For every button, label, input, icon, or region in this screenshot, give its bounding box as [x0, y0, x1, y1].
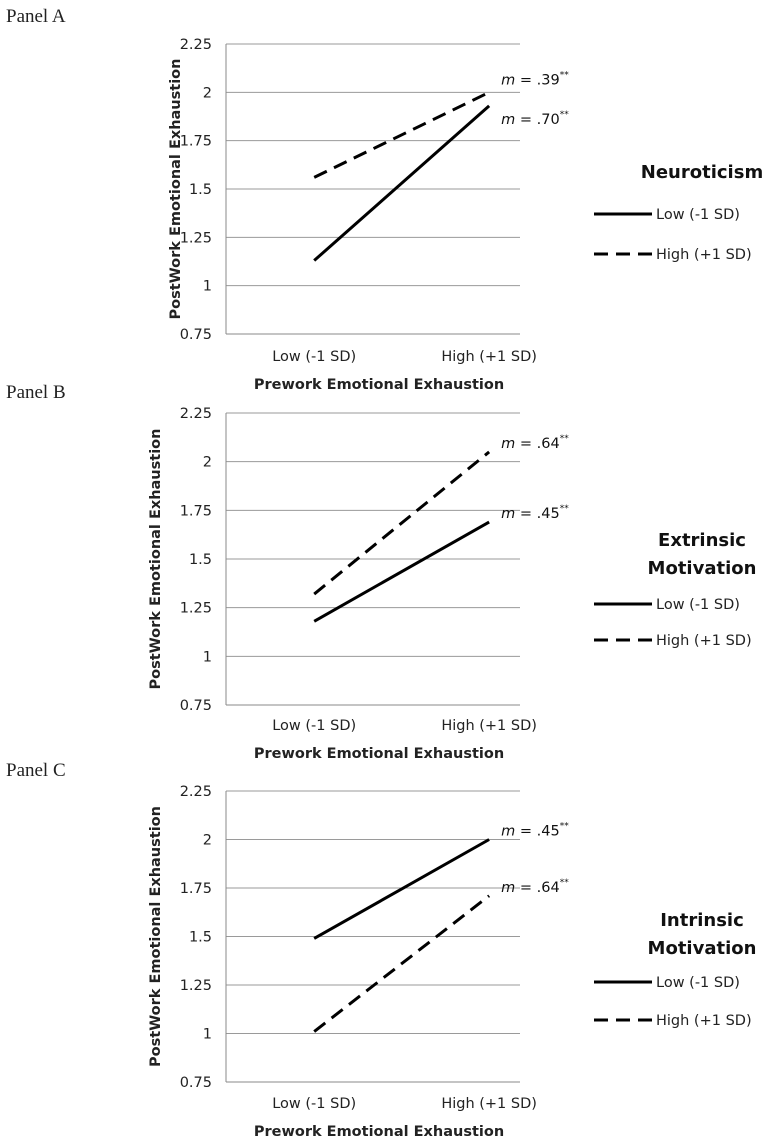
y-tick-label: 2 [203, 85, 212, 101]
legend-label: Low (-1 SD) [656, 597, 740, 613]
y-tick-label: 0.75 [180, 698, 212, 714]
legend-label: Low (-1 SD) [656, 975, 740, 991]
legend-label: High (+1 SD) [656, 1013, 752, 1029]
y-tick-label: 2.25 [180, 784, 212, 800]
y-tick-label: 1.75 [180, 134, 212, 150]
y-tick-label: 1.75 [180, 503, 212, 519]
x-tick-label: High (+1 SD) [441, 718, 537, 734]
series-line-low [313, 520, 490, 623]
y-tick-label: 2.25 [180, 406, 212, 422]
legend-title: Intrinsic Motivation [648, 910, 757, 959]
panel-label: Panel A [6, 6, 66, 27]
legend-title: Neuroticism [641, 162, 763, 183]
panel-label: Panel C [6, 760, 66, 781]
slope-annotation: m = .64** [501, 434, 569, 452]
y-axis-title: PostWork Emotional Exhaustion [168, 59, 184, 320]
y-tick-label: 1.5 [189, 930, 212, 946]
x-axis-title: Prework Emotional Exhaustion [254, 377, 504, 393]
legend-label: High (+1 SD) [656, 633, 752, 649]
x-axis-title: Prework Emotional Exhaustion [254, 1124, 504, 1140]
y-tick-label: 2 [203, 455, 212, 471]
y-tick-label: 1.25 [180, 601, 212, 617]
legend-label: High (+1 SD) [656, 247, 752, 263]
slope-annotation: m = .39** [501, 70, 569, 88]
chart-panel-b: Panel B 2.25 2 1.75 1.5 1.25 1 0.75 Low (-1 SD) H… [6, 382, 756, 762]
series-line-high [313, 90, 490, 179]
y-axis-title: PostWork Emotional Exhaustion [148, 429, 164, 690]
slope-annotation: m = .45** [501, 822, 569, 840]
y-tick-label: 0.75 [180, 327, 212, 343]
legend-title: Extrinsic Motivation [648, 530, 757, 579]
chart-panel-a: Panel A 2.25 2 1.75 1.5 1.25 1 0.75 Low (-1 SD) H… [6, 6, 763, 393]
slope-annotation: m = .70** [501, 110, 569, 128]
x-tick-label: Low (-1 SD) [272, 349, 356, 365]
x-tick-label: High (+1 SD) [441, 349, 537, 365]
panel-label: Panel B [6, 382, 66, 403]
y-tick-label: 1 [203, 279, 212, 295]
series-line-high [313, 894, 491, 1033]
series-line-low [313, 838, 490, 940]
y-tick-label: 1 [203, 649, 212, 665]
x-tick-label: High (+1 SD) [441, 1096, 537, 1112]
y-tick-label: 1.25 [180, 230, 212, 246]
y-axis-title: PostWork Emotional Exhaustion [148, 806, 164, 1067]
x-axis-title: Prework Emotional Exhaustion [254, 746, 504, 762]
y-tick-label: 2 [203, 833, 212, 849]
legend-label: Low (-1 SD) [656, 207, 740, 223]
x-tick-label: Low (-1 SD) [272, 1096, 356, 1112]
y-tick-label: 1.75 [180, 881, 212, 897]
chart-panel-c: Panel C 2.25 2 1.75 1.5 1.25 1 0.75 Low (-1 SD) H… [6, 760, 756, 1140]
y-tick-label: 2.25 [180, 37, 212, 53]
y-tick-label: 1.25 [180, 978, 212, 994]
series-line-high [313, 450, 491, 596]
slope-annotation: m = .64** [501, 878, 569, 896]
y-tick-label: 0.75 [180, 1075, 212, 1091]
y-tick-label: 1.5 [189, 182, 212, 198]
x-tick-label: Low (-1 SD) [272, 718, 356, 734]
series-line-low [313, 104, 491, 262]
y-tick-label: 1.5 [189, 552, 212, 568]
y-tick-label: 1 [203, 1027, 212, 1043]
slope-annotation: m = .45** [501, 504, 569, 522]
